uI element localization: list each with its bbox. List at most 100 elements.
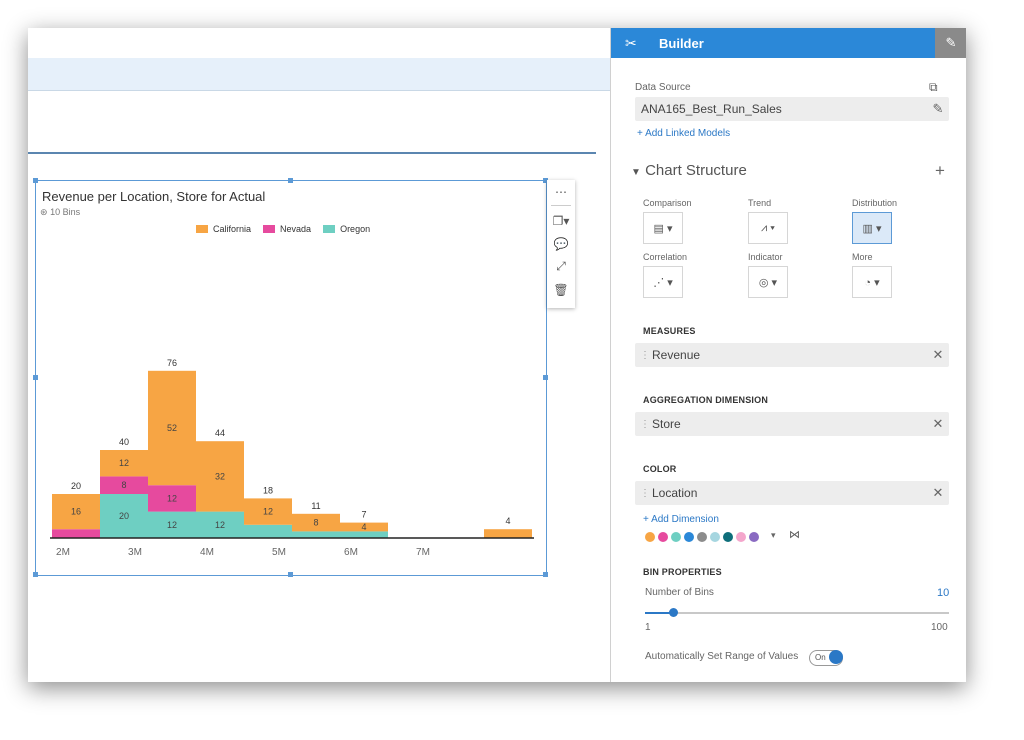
- bins-slider-knob[interactable]: [668, 608, 678, 617]
- builder-header: ✂ Builder: [611, 28, 935, 58]
- line-chart-icon[interactable]: ⩘ ▾: [748, 212, 788, 244]
- segment-label-nevada-1: 8: [121, 480, 126, 490]
- chart-widget[interactable]: Revenue per Location, Store for Actual ⊛…: [33, 178, 548, 577]
- copy-source-icon[interactable]: ⧉: [929, 80, 938, 94]
- comment-icon[interactable]: 💬: [553, 236, 569, 251]
- bar-nevada-1[interactable]: [100, 476, 148, 494]
- scatter-icon[interactable]: ⋰ ▾: [643, 266, 683, 298]
- bar-nevada-0[interactable]: [52, 529, 100, 538]
- bar-chart-icon[interactable]: ▤ ▾: [643, 212, 683, 244]
- bar-oregon-1[interactable]: [100, 494, 148, 538]
- chart-type-label-correlation: Correlation: [643, 252, 688, 262]
- bar-california-0[interactable]: [52, 494, 100, 530]
- copy-icon[interactable]: ❐▾: [552, 213, 570, 228]
- resize-handle-b[interactable]: [288, 572, 293, 577]
- palette-dropdown-icon[interactable]: ▾: [771, 530, 776, 540]
- remove-aggregation-icon[interactable]: ✕: [932, 416, 944, 431]
- target-icon[interactable]: ◎ ▾: [748, 266, 788, 298]
- measure-value: Revenue: [652, 348, 701, 362]
- x-tick-3m: 3M: [128, 547, 142, 558]
- chart-structure-header[interactable]: ▼ Chart Structure: [631, 162, 747, 179]
- bar-california-6[interactable]: [340, 522, 388, 532]
- segment-label-california-2: 52: [167, 423, 177, 433]
- bar-oregon-3[interactable]: [196, 511, 244, 538]
- chart-type-label-indicator: Indicator: [748, 252, 783, 262]
- drag-grip-icon[interactable]: ⋮: [640, 349, 650, 361]
- edit-pencil-icon[interactable]: ✎: [932, 101, 944, 116]
- remove-measure-icon[interactable]: ✕: [932, 347, 944, 362]
- legend-label-oregon: Oregon: [340, 224, 371, 234]
- bar-oregon-6[interactable]: [340, 531, 388, 538]
- palette-swatch-3[interactable]: [684, 532, 694, 542]
- bar-california-1[interactable]: [100, 450, 148, 477]
- resize-handle-tr[interactable]: [543, 178, 548, 183]
- pie-icon[interactable]: ◔ ▾: [852, 266, 892, 298]
- styling-tab[interactable]: ✎: [935, 28, 966, 58]
- delete-icon[interactable]: 🗑: [553, 282, 569, 297]
- bins-slider-fill: [645, 612, 673, 614]
- bar-california-4[interactable]: [244, 498, 292, 525]
- histogram-icon[interactable]: ▥ ▾: [852, 212, 892, 244]
- aggregation-field-store[interactable]: ⋮ Store ✕: [635, 412, 949, 436]
- drag-grip-icon[interactable]: ⋮: [640, 487, 650, 499]
- bin-properties-label: BIN PROPERTIES: [643, 567, 722, 577]
- fullscreen-icon[interactable]: ⤢: [556, 259, 566, 273]
- remove-color-icon[interactable]: ✕: [932, 485, 944, 500]
- add-structure-icon[interactable]: +: [935, 161, 945, 180]
- palette-swatch-4[interactable]: [697, 532, 707, 542]
- bar-california-5[interactable]: [292, 513, 340, 532]
- resize-handle-r[interactable]: [543, 375, 548, 380]
- palette-swatch-1[interactable]: [658, 532, 668, 542]
- palette-swatch-0[interactable]: [645, 532, 655, 542]
- color-field-location[interactable]: ⋮ Location ✕: [635, 481, 949, 505]
- palette-swatch-6[interactable]: [723, 532, 733, 542]
- resize-handle-br[interactable]: [543, 572, 548, 577]
- builder-title: Builder: [659, 35, 704, 51]
- legend-swatch-oregon: [323, 225, 336, 233]
- add-linked-models-link[interactable]: + Add Linked Models: [637, 128, 731, 139]
- color-palette[interactable]: [645, 532, 759, 542]
- bins-slider-track[interactable]: [645, 612, 949, 614]
- chart-type-label-trend: Trend: [748, 198, 772, 208]
- resize-handle-t[interactable]: [288, 178, 293, 183]
- x-tick-7m: 7M: [416, 547, 430, 558]
- bins-icon: ⊛: [40, 207, 48, 217]
- bar-oregon-5[interactable]: [292, 531, 340, 538]
- total-label-9: 4: [505, 516, 510, 526]
- aggregation-section-label: AGGREGATION DIMENSION: [643, 395, 769, 405]
- drag-grip-icon[interactable]: ⋮: [640, 418, 650, 430]
- aggregation-value: Store: [652, 417, 681, 431]
- total-label-5: 11: [311, 501, 320, 511]
- palette-swatch-5[interactable]: [710, 532, 720, 542]
- resize-handle-tl[interactable]: [33, 178, 38, 183]
- palette-swatch-7[interactable]: [736, 532, 746, 542]
- palette-swatch-8[interactable]: [749, 532, 759, 542]
- bar-california-9[interactable]: [484, 529, 532, 538]
- slider-min-label: 1: [645, 622, 651, 633]
- legend-label-nevada: Nevada: [280, 224, 312, 234]
- legend-item-oregon[interactable]: Oregon: [323, 224, 370, 234]
- more-icon[interactable]: ⋯: [555, 184, 567, 199]
- legend-item-california[interactable]: California: [196, 224, 251, 234]
- bar-oregon-4[interactable]: [244, 524, 292, 538]
- histogram-plot: 16 20 20 8 12 40 12 12 52 76 12 32 44 12 18 8 11 4 7 4 2M 3M 4…: [50, 358, 534, 558]
- chart-legend: California Nevada Oregon: [196, 224, 370, 234]
- palette-swatch-2[interactable]: [671, 532, 681, 542]
- color-sync-icon[interactable]: ⋈: [789, 529, 800, 541]
- resize-handle-bl[interactable]: [33, 572, 38, 577]
- total-label-4: 18: [263, 485, 273, 495]
- measures-section-label: MEASURES: [643, 326, 696, 336]
- color-value: Location: [652, 486, 698, 500]
- segment-label-oregon-1: 20: [119, 511, 129, 521]
- bar-oregon-2[interactable]: [148, 511, 196, 538]
- resize-handle-l[interactable]: [33, 375, 38, 380]
- data-source-field[interactable]: ANA165_Best_Run_Sales ✎: [635, 97, 949, 121]
- number-of-bins-value[interactable]: 10: [937, 587, 950, 599]
- add-dimension-link[interactable]: + Add Dimension: [643, 514, 719, 525]
- bar-california-3[interactable]: [196, 441, 244, 512]
- bar-nevada-2[interactable]: [148, 485, 196, 512]
- auto-range-toggle[interactable]: On: [809, 650, 843, 666]
- measure-field-revenue[interactable]: ⋮ Revenue ✕: [635, 343, 949, 367]
- legend-item-nevada[interactable]: Nevada: [263, 224, 311, 234]
- bar-california-2[interactable]: [148, 370, 196, 486]
